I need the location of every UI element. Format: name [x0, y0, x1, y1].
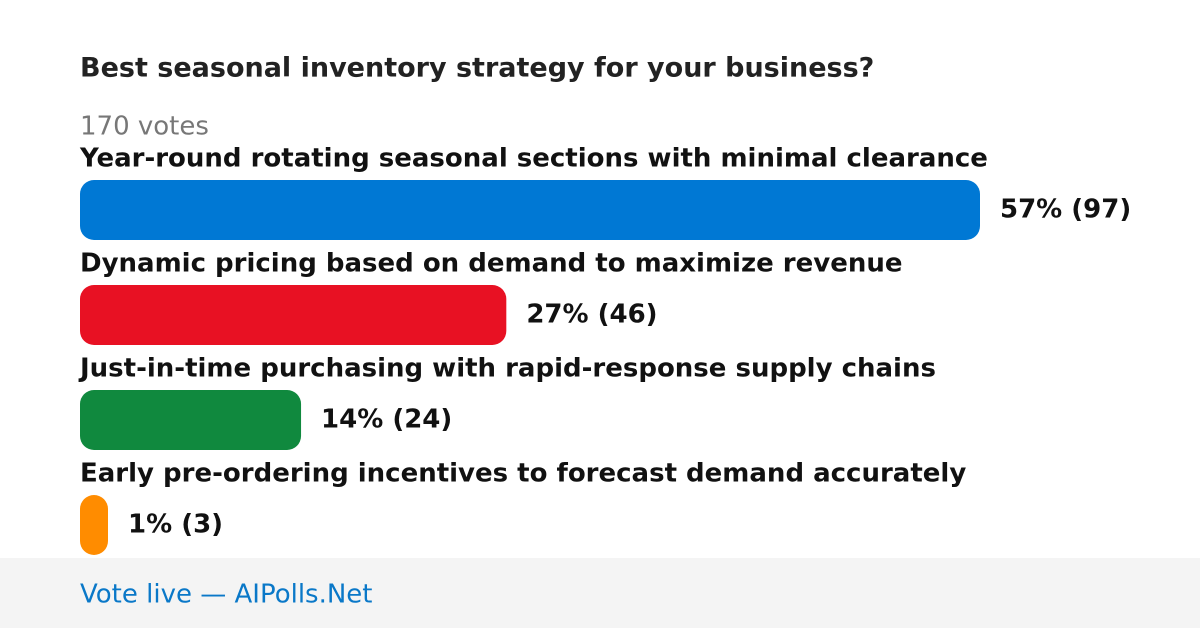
result-label: 27% (46)	[526, 300, 657, 330]
poll-title: Best seasonal inventory strategy for you…	[80, 53, 874, 84]
result-bar	[80, 495, 108, 555]
option-label: Early pre-ordering incentives to forecas…	[80, 459, 966, 489]
option-label: Just-in-time purchasing with rapid-respo…	[78, 354, 936, 384]
result-label: 1% (3)	[128, 510, 223, 540]
result-label: 14% (24)	[321, 405, 452, 435]
result-bar	[80, 180, 980, 240]
result-bar	[80, 390, 302, 450]
result-bar	[80, 285, 507, 345]
vote-count: 170 votes	[80, 112, 209, 142]
result-label: 57% (97)	[1000, 195, 1131, 225]
footer-band	[0, 558, 1200, 628]
option-label: Year-round rotating seasonal sections wi…	[79, 144, 988, 174]
option-label: Dynamic pricing based on demand to maxim…	[80, 249, 902, 279]
footer-link[interactable]: Vote live — AIPolls.Net	[80, 580, 373, 610]
